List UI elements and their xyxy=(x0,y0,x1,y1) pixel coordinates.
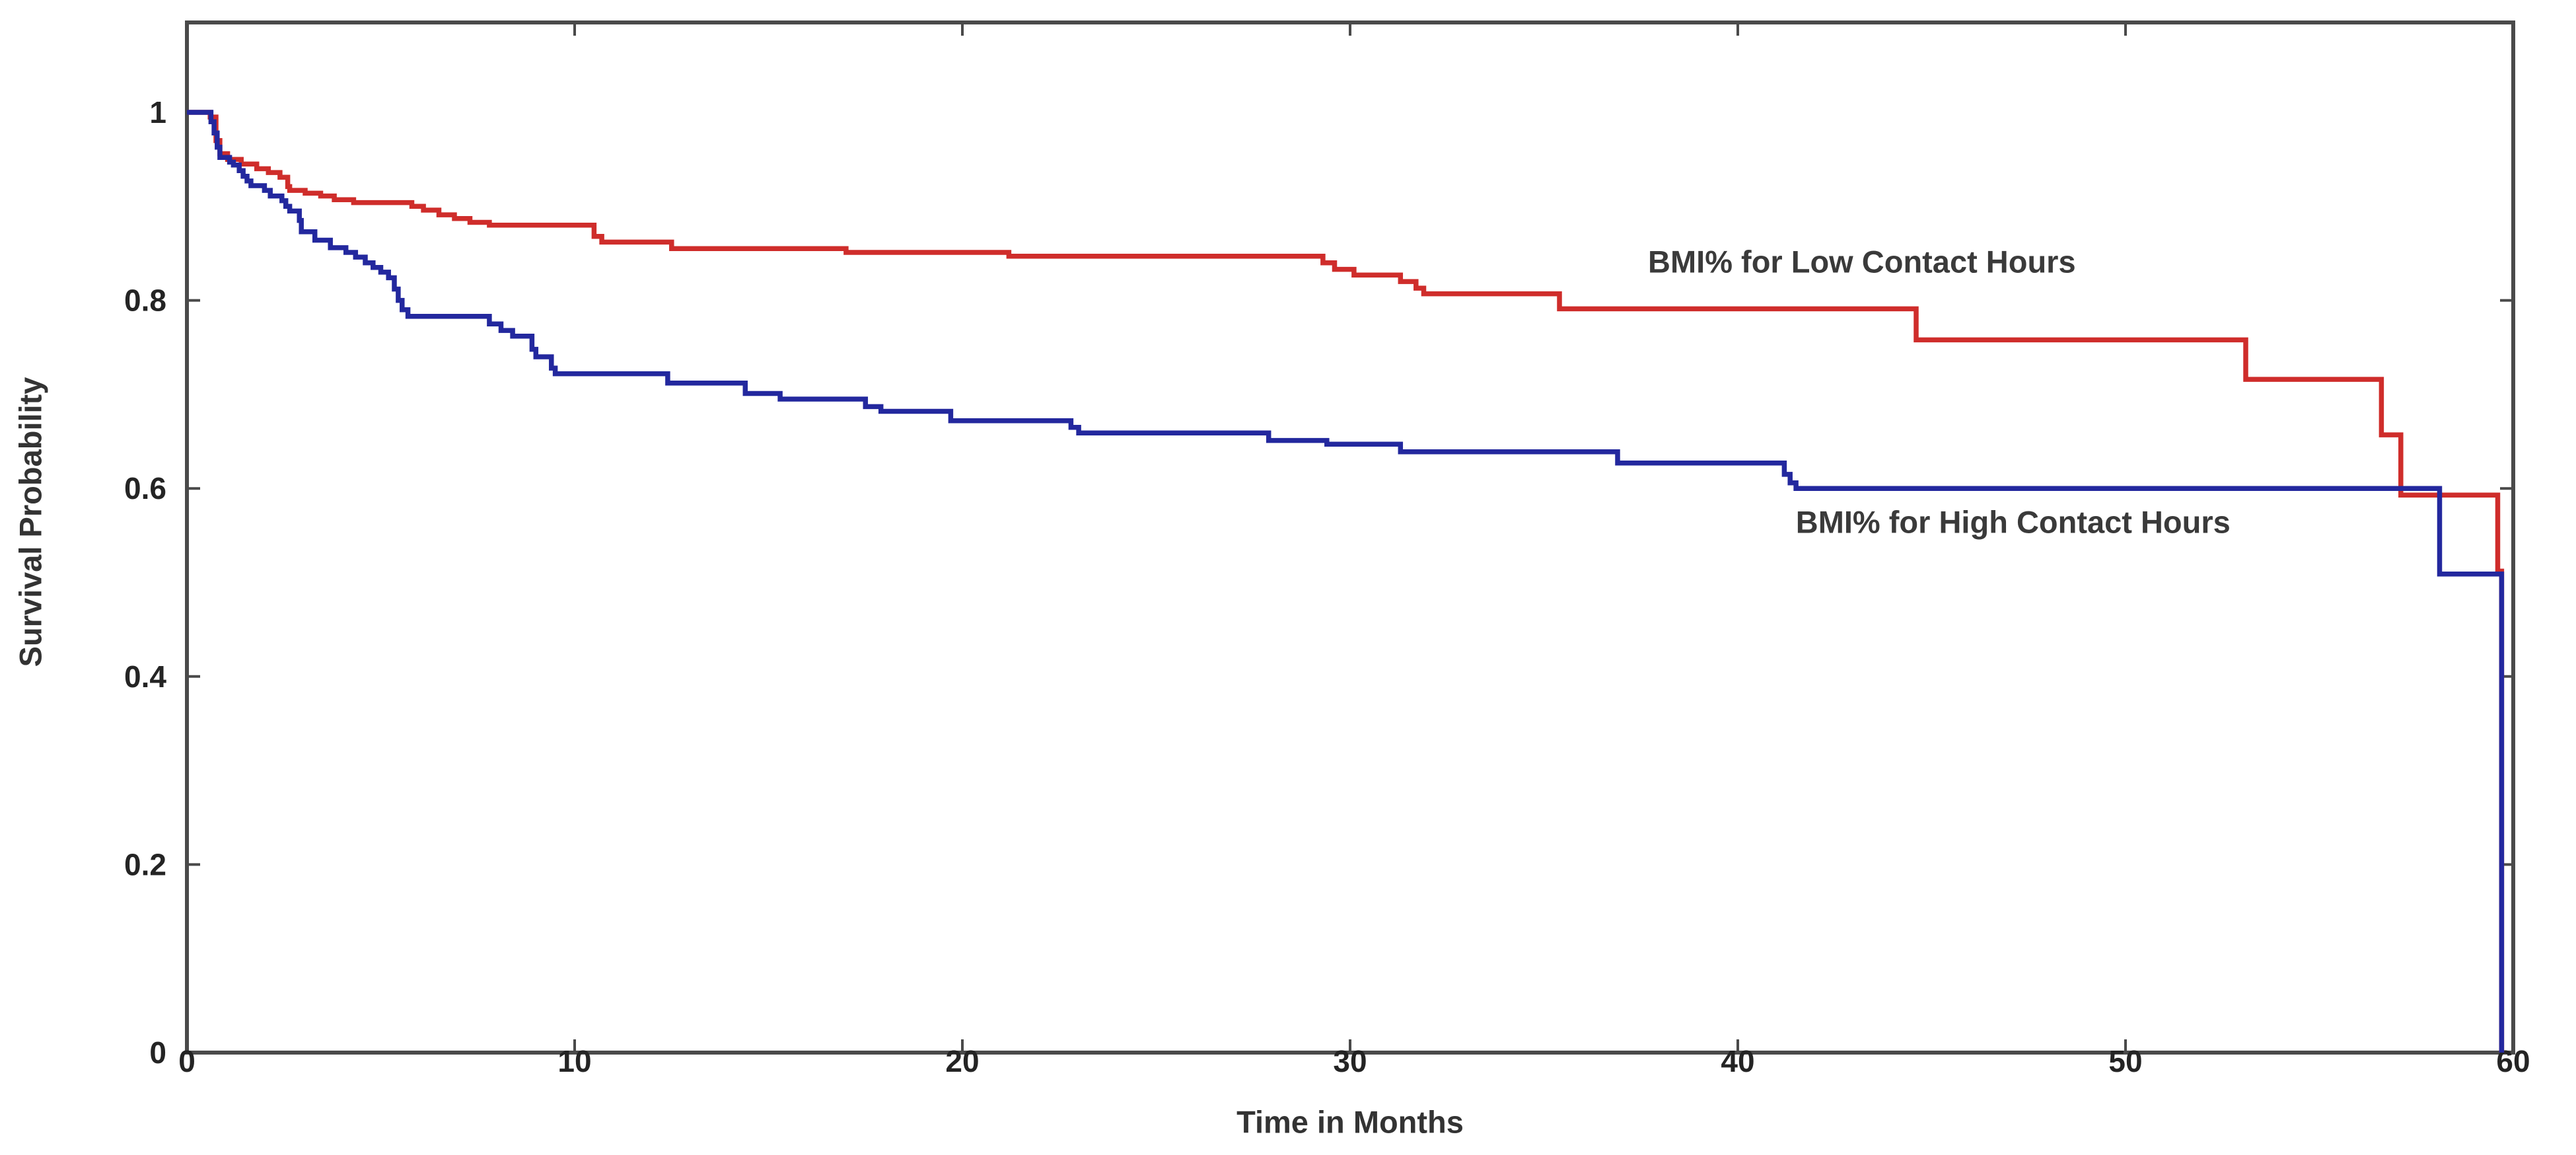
x-tick-label: 50 xyxy=(2108,1044,2142,1078)
y-tick-label: 0.8 xyxy=(124,283,166,318)
series-label-high-contact-hours: BMI% for High Contact Hours xyxy=(1795,504,2231,540)
series-label-low-contact-hours: BMI% for Low Contact Hours xyxy=(1648,244,2076,279)
x-tick-label: 20 xyxy=(945,1044,979,1078)
y-tick-label: 0.2 xyxy=(124,847,166,881)
y-tick-label: 0.6 xyxy=(124,471,166,505)
y-tick-label: 0 xyxy=(149,1035,166,1070)
x-tick-label: 10 xyxy=(557,1044,591,1078)
x-tick-label: 0 xyxy=(178,1044,196,1078)
survival-curve-high-contact xyxy=(187,110,2505,1053)
y-tick-label: 0.4 xyxy=(124,659,166,694)
survival-curve-low-contact xyxy=(187,110,2505,1053)
y-tick-label: 1 xyxy=(149,95,166,130)
y-axis-title: Survival Probability xyxy=(13,377,48,667)
x-tick-label: 40 xyxy=(1721,1044,1754,1078)
x-tick-label: 30 xyxy=(1333,1044,1367,1078)
x-axis-title: Time in Months xyxy=(1236,1104,1464,1140)
